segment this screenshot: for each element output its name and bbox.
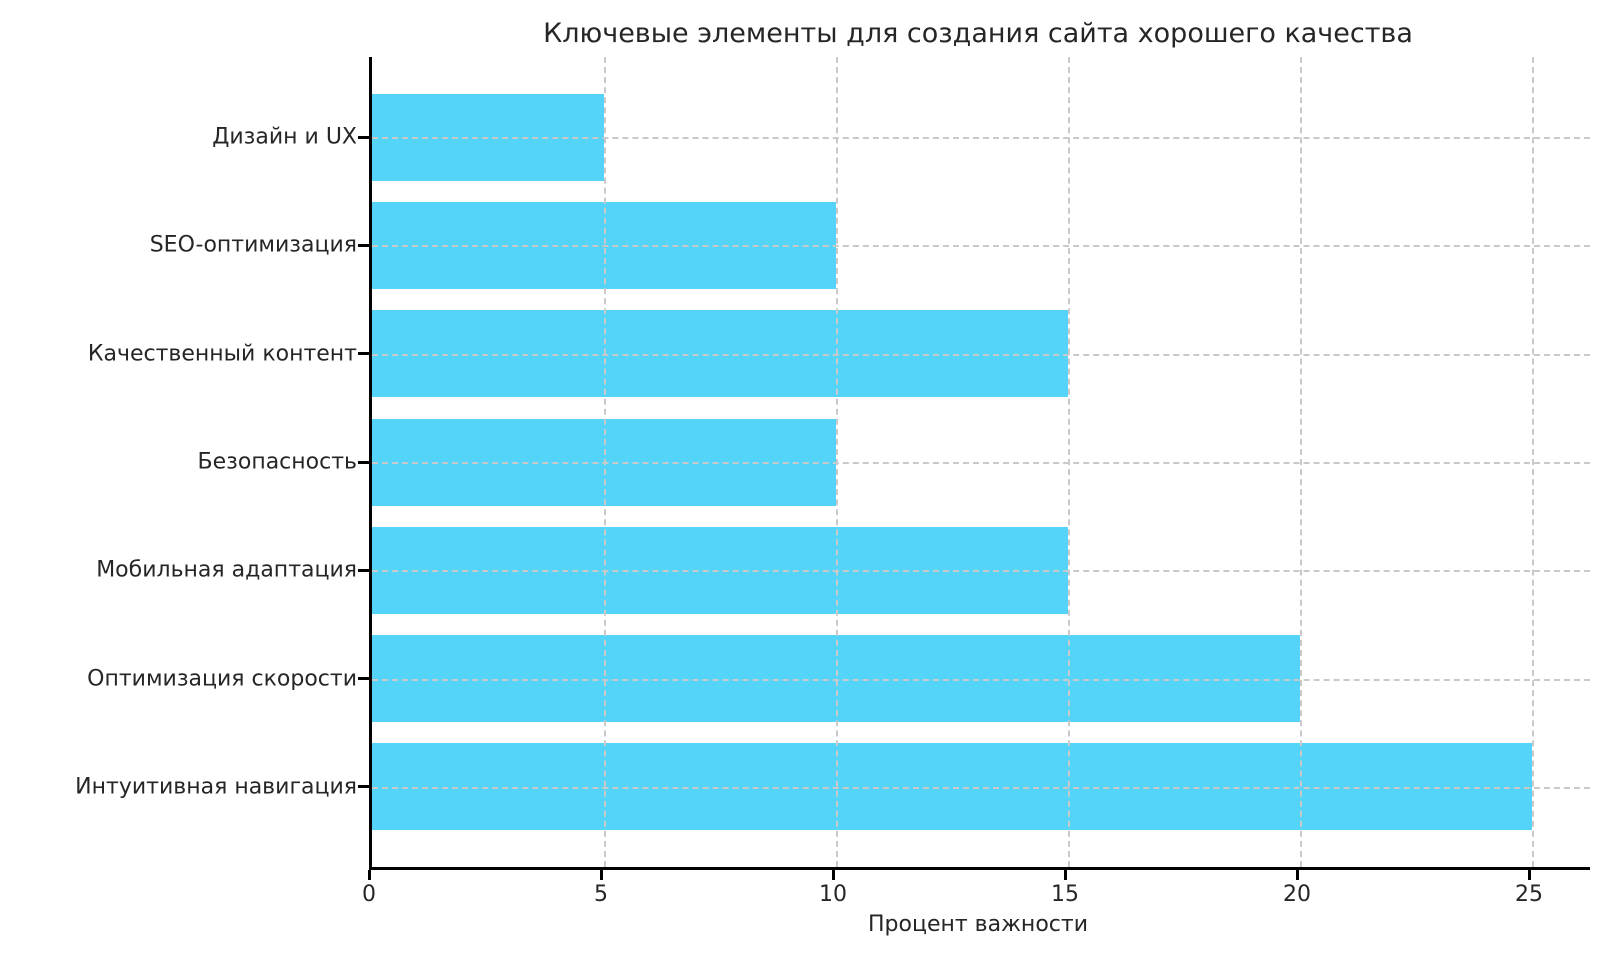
- horizontal-gridline: [372, 353, 1590, 356]
- horizontal-gridline: [372, 570, 1590, 573]
- x-tick-mark: [831, 870, 835, 880]
- horizontal-gridline: [372, 786, 1590, 789]
- y-tick-mark: [358, 568, 369, 572]
- y-tick-label-6: Интуитивная навигация: [75, 774, 357, 800]
- x-tick-label-0: 0: [362, 882, 376, 907]
- x-tick-mark: [1063, 870, 1067, 880]
- y-tick-label-2: Качественный контент: [87, 341, 357, 367]
- y-tick-label-5: Оптимизация скорости: [87, 666, 357, 692]
- y-tick-mark: [358, 785, 369, 789]
- y-tick-mark: [358, 352, 369, 356]
- horizontal-gridline: [372, 462, 1590, 464]
- y-tick-label-0: Дизайн и UX: [212, 124, 357, 150]
- horizontal-gridline: [372, 678, 1590, 681]
- x-tick-label-10: 10: [819, 882, 847, 907]
- y-tick-mark: [358, 460, 369, 464]
- y-tick-mark: [358, 135, 369, 139]
- x-tick-label-25: 25: [1515, 882, 1543, 907]
- horizontal-gridline: [372, 137, 1590, 140]
- x-tick-mark: [1527, 870, 1531, 880]
- x-tick-label-20: 20: [1283, 882, 1311, 907]
- plot-area: [369, 57, 1590, 870]
- x-tick-mark: [1295, 870, 1299, 880]
- x-tick-label-15: 15: [1051, 882, 1079, 907]
- y-tick-label-1: SEO-оптимизация: [149, 232, 357, 258]
- y-tick-label-4: Мобильная адаптация: [96, 557, 357, 583]
- y-tick-mark: [358, 243, 369, 247]
- x-tick-label-5: 5: [594, 882, 608, 907]
- x-axis-label: Процент важности: [868, 912, 1088, 937]
- y-tick-label-3: Безопасность: [197, 449, 357, 475]
- x-tick-mark: [367, 870, 371, 880]
- chart-title: Ключевые элементы для создания сайта хор…: [543, 18, 1413, 49]
- horizontal-gridline: [372, 245, 1590, 248]
- x-tick-mark: [599, 870, 603, 880]
- y-tick-mark: [358, 677, 369, 681]
